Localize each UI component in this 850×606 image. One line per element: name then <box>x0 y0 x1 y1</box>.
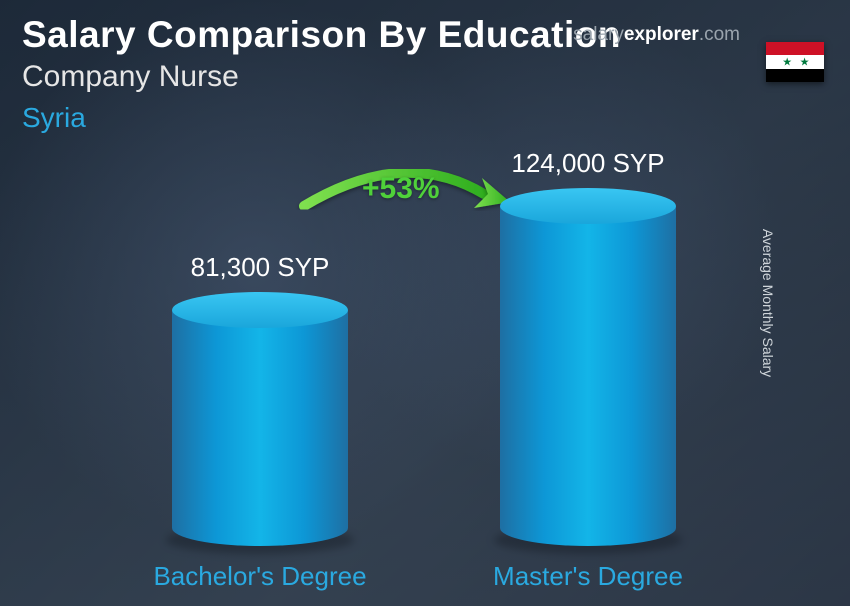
flag-stripe-white: ★ ★ <box>766 55 824 68</box>
bar-value-label: 124,000 SYP <box>458 148 718 179</box>
chart-area: 81,300 SYP 124,000 SYP Bachelor's Degree… <box>0 160 850 606</box>
flag-star-icon: ★ <box>800 55 810 68</box>
brand-part3: .com <box>699 24 740 45</box>
flag-stripe-black <box>766 69 824 82</box>
bar-value-label: 81,300 SYP <box>130 252 390 283</box>
country-label: Syria <box>22 102 828 134</box>
brand-logo-text: salaryexplorer.com <box>573 24 740 46</box>
bar-masters: 124,000 SYP <box>500 206 676 546</box>
brand-part2: explorer <box>624 24 699 45</box>
flag-star-icon: ★ <box>782 55 792 68</box>
x-axis-label: Master's Degree <box>438 561 738 592</box>
page-subtitle: Company Nurse <box>22 60 828 94</box>
bar-top-ellipse <box>172 292 348 328</box>
bar-bachelors: 81,300 SYP <box>172 310 348 546</box>
bar-top-ellipse <box>500 188 676 224</box>
bar-3d-shape <box>172 310 348 546</box>
x-axis-label: Bachelor's Degree <box>110 561 410 592</box>
bar-3d-shape <box>500 206 676 546</box>
flag-stripe-red <box>766 42 824 55</box>
bar-front-face <box>500 206 676 546</box>
country-flag-icon: ★ ★ <box>766 42 824 82</box>
brand-part1: salary <box>573 24 624 45</box>
bar-front-face <box>172 310 348 546</box>
